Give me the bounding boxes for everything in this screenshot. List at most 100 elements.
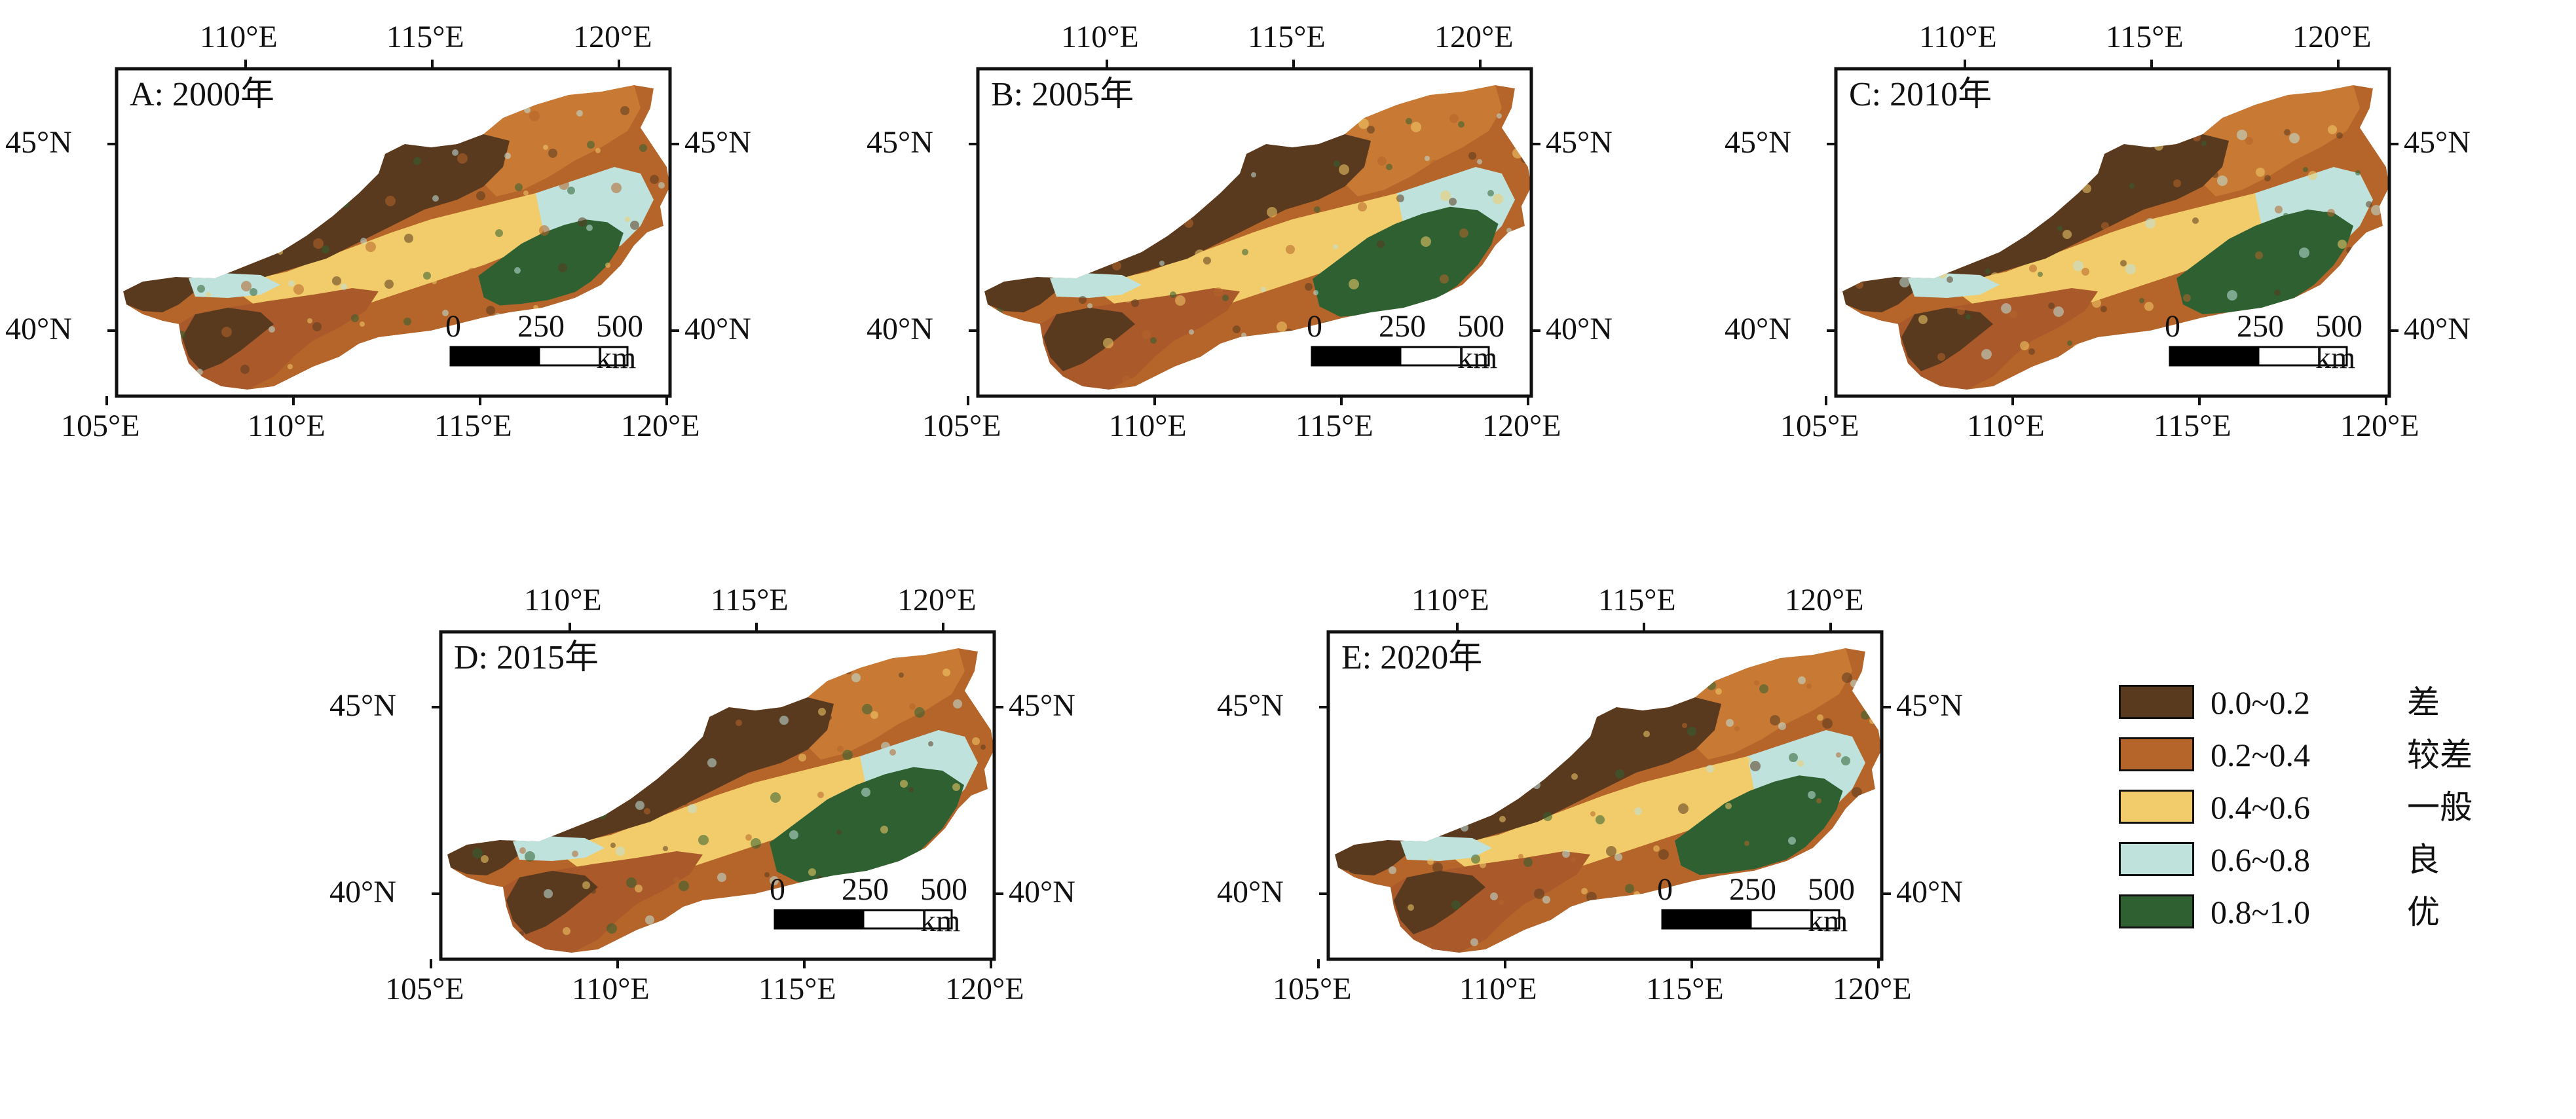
y-right-tick-label: 45°N <box>684 125 751 160</box>
map-panel-c: C: 2010年 110°E 115°E 120°E 105°E 110°E 115°E 12… <box>1725 20 2471 443</box>
map-canvas <box>430 623 1003 968</box>
x-top-tick-label: 120°E <box>573 20 652 54</box>
legend-swatch <box>2119 894 2194 928</box>
map-panel-d: D: 2015年 110°E 115°E 120°E 105°E 110°E 115°E 12… <box>329 583 1075 1006</box>
map-canvas <box>1317 623 1891 968</box>
x-top-tick-label: 110°E <box>1411 583 1489 617</box>
ecological-quality-region <box>123 85 670 390</box>
x-bottom-tick-label: 120°E <box>1482 409 1561 443</box>
scale-bar-label: 500 km <box>596 309 643 375</box>
legend-swatch <box>2119 790 2194 824</box>
map-panel-b: B: 2005年 110°E 115°E 120°E 105°E 110°E 115°E 12… <box>867 20 1613 443</box>
y-right-tick-label: 45°N <box>1896 688 1963 723</box>
legend-range: 0.6~0.8 <box>2211 841 2311 878</box>
legend-swatch <box>2119 737 2194 771</box>
x-bottom-tick-label: 120°E <box>1833 972 1912 1006</box>
legend-class: 差 <box>2407 684 2440 722</box>
legend-item-good: 0.6~0.8 良 <box>2119 839 2459 879</box>
x-bottom-tick-label: 110°E <box>1109 409 1187 443</box>
y-right-tick-label: 40°N <box>2404 312 2471 346</box>
x-bottom-tick-label: 120°E <box>945 972 1024 1006</box>
x-bottom-tick-label: 110°E <box>248 409 326 443</box>
x-top-tick-label: 110°E <box>1061 20 1139 54</box>
legend-range: 0.4~0.6 <box>2211 789 2311 826</box>
scale-bar-label: 250 <box>517 309 565 344</box>
scale-bar-label: 250 <box>1379 309 1426 344</box>
x-top-tick-label: 120°E <box>2292 20 2372 54</box>
legend-item-fairly-poor: 0.2~0.4 较差 <box>2119 735 2473 774</box>
panel-title: B: 2005年 <box>991 76 1134 113</box>
legend-range: 0.2~0.4 <box>2211 737 2311 773</box>
y-left-tick-label: 40°N <box>867 312 933 346</box>
x-bottom-tick-label: 110°E <box>1967 409 2045 443</box>
panel-title: A: 2000年 <box>130 76 275 113</box>
y-right-tick-label: 45°N <box>1546 125 1613 160</box>
panel-title: C: 2010年 <box>1849 76 1992 113</box>
y-right-tick-label: 40°N <box>684 312 751 346</box>
y-left-tick-label: 45°N <box>867 125 933 160</box>
scale-bar <box>1661 909 1840 930</box>
x-bottom-tick-label: 120°E <box>2340 409 2419 443</box>
x-top-tick-label: 110°E <box>1919 20 1997 54</box>
map-canvas <box>1825 60 2399 405</box>
ecological-quality-region <box>984 85 1531 390</box>
y-right-tick-label: 45°N <box>2404 125 2471 160</box>
panel-title: E: 2020年 <box>1341 639 1483 676</box>
x-bottom-tick-label: 110°E <box>1459 972 1537 1006</box>
scale-bar-label: 0 <box>770 872 785 907</box>
scale-bar-label: 0 <box>1307 309 1322 344</box>
legend-item-excellent: 0.8~1.0 优 <box>2119 892 2459 931</box>
legend-swatch <box>2119 685 2194 719</box>
x-top-tick-label: 115°E <box>1248 20 1326 54</box>
scale-bar-label: 500 km <box>1808 872 1855 938</box>
x-bottom-tick-label: 115°E <box>434 409 512 443</box>
panel-title: D: 2015年 <box>454 639 599 676</box>
ecological-quality-region <box>1842 85 2389 390</box>
map-panel-a: A: 2000年 110°E 115°E 120°E 105°E 110°E 115°E 12… <box>5 20 751 443</box>
x-top-tick-label: 115°E <box>711 583 789 617</box>
scale-bar-label: 0 <box>2165 309 2180 344</box>
x-bottom-tick-label: 115°E <box>758 972 836 1006</box>
y-left-tick-label: 45°N <box>1217 688 1284 723</box>
x-top-tick-label: 115°E <box>2106 20 2184 54</box>
y-left-tick-label: 40°N <box>1217 875 1284 909</box>
x-top-tick-label: 120°E <box>1785 583 1864 617</box>
y-left-tick-label: 40°N <box>5 312 72 346</box>
y-left-tick-label: 45°N <box>1725 125 1791 160</box>
legend-class: 一般 <box>2407 788 2473 826</box>
scale-bar-label: 250 <box>2237 309 2284 344</box>
y-left-tick-label: 45°N <box>329 688 396 723</box>
map-canvas <box>967 60 1540 405</box>
x-bottom-tick-label: 105°E <box>61 409 140 443</box>
scale-bar <box>449 346 629 367</box>
scale-bar-label: 500 km <box>1457 309 1504 375</box>
y-left-tick-label: 40°N <box>1725 312 1791 346</box>
x-top-tick-label: 110°E <box>524 583 602 617</box>
scale-bar <box>1311 346 1490 367</box>
scale-bar <box>2169 346 2348 367</box>
map-panel-e: E: 2020年 110°E 115°E 120°E 105°E 110°E 115°E 12… <box>1217 583 1963 1006</box>
y-left-tick-label: 45°N <box>5 125 72 160</box>
x-bottom-tick-label: 105°E <box>922 409 1001 443</box>
legend-class: 良 <box>2407 841 2440 879</box>
legend-item-moderate: 0.4~0.6 一般 <box>2119 787 2473 826</box>
x-top-tick-label: 110°E <box>200 20 278 54</box>
scale-bar <box>774 909 953 930</box>
legend-item-poor: 0.0~0.2 差 <box>2119 682 2459 722</box>
scale-bar-label: 500 km <box>920 872 967 938</box>
x-bottom-tick-label: 115°E <box>1296 409 1373 443</box>
scale-bar-label: 0 <box>1657 872 1673 907</box>
y-left-tick-label: 40°N <box>329 875 396 909</box>
legend-swatch <box>2119 842 2194 876</box>
scale-bar-label: 250 <box>842 872 889 907</box>
x-bottom-tick-label: 115°E <box>1646 972 1724 1006</box>
legend-range: 0.0~0.2 <box>2211 684 2311 721</box>
scale-bar-label: 250 <box>1729 872 1776 907</box>
x-bottom-tick-label: 115°E <box>2154 409 2231 443</box>
x-bottom-tick-label: 105°E <box>1273 972 1352 1006</box>
x-top-tick-label: 120°E <box>1434 20 1514 54</box>
x-bottom-tick-label: 105°E <box>1780 409 1859 443</box>
x-top-tick-label: 115°E <box>386 20 464 54</box>
scale-bar-label: 0 <box>445 309 461 344</box>
